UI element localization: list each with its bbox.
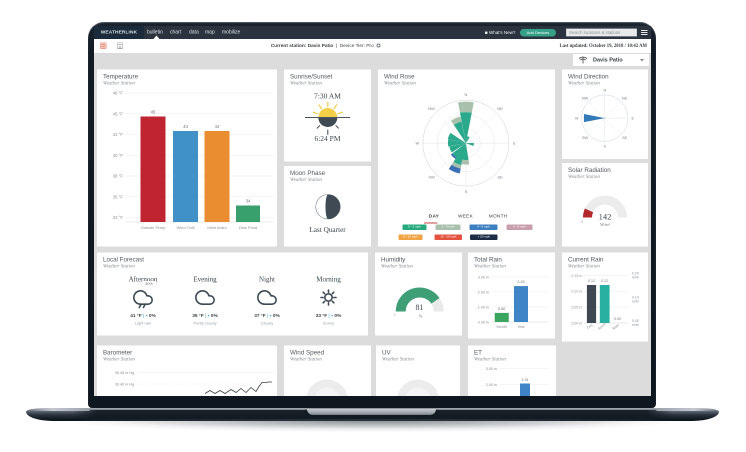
svg-text:3.00 in: 3.00 in — [478, 275, 489, 279]
svg-text:Year: Year — [517, 325, 525, 329]
svg-text:0.60: 0.60 — [498, 307, 505, 311]
svg-text:0: 0 — [581, 220, 583, 224]
svg-text:0.10 in: 0.10 in — [571, 290, 582, 294]
svg-text:%: % — [419, 314, 423, 319]
svg-text:Wind Chill: Wind Chill — [176, 225, 194, 230]
svg-text:E: E — [632, 116, 635, 120]
svg-text:30.40 in Hg: 30.40 in Hg — [115, 383, 134, 387]
svg-text:2.43: 2.43 — [517, 280, 524, 284]
svg-text:SW: SW — [428, 175, 435, 180]
svg-text:0.15 in: 0.15 in — [571, 274, 582, 278]
svg-text:in/hr: in/hr — [632, 276, 640, 280]
svg-text:Dew Point: Dew Point — [239, 225, 258, 230]
svg-text:81: 81 — [416, 303, 424, 312]
svg-text:W: W — [575, 116, 579, 120]
svg-text:48 °F: 48 °F — [113, 91, 124, 96]
svg-text:Rate: Rate — [612, 323, 620, 331]
svg-text:0.12: 0.12 — [601, 279, 608, 283]
svg-text:7:30 AM: 7:30 AM — [314, 92, 341, 101]
svg-text:S: S — [465, 189, 468, 194]
svg-text:NW: NW — [428, 106, 435, 111]
svg-text:0.00 in: 0.00 in — [571, 321, 582, 325]
svg-text:44: 44 — [215, 124, 220, 129]
svg-text:0: 0 — [394, 313, 396, 317]
svg-text:in/hr: in/hr — [632, 323, 640, 327]
svg-text:Day: Day — [586, 323, 594, 330]
svg-text:Storm: Storm — [597, 322, 607, 331]
svg-text:3.00 in: 3.00 in — [486, 367, 497, 371]
svg-text:33 °F: 33 °F — [113, 215, 124, 220]
svg-text:SE: SE — [622, 136, 628, 140]
svg-text:NW: NW — [582, 97, 589, 101]
svg-text:Month: Month — [497, 325, 507, 329]
svg-text:0.12: 0.12 — [588, 279, 595, 283]
svg-text:NE: NE — [497, 106, 503, 111]
svg-text:Outside Temp: Outside Temp — [141, 225, 166, 230]
svg-text:0.20: 0.20 — [632, 272, 639, 276]
svg-text:W: W — [416, 140, 420, 145]
svg-text:N: N — [464, 92, 467, 97]
svg-text:0.00: 0.00 — [632, 319, 639, 323]
svg-text:6:24 PM: 6:24 PM — [314, 134, 340, 143]
svg-text:0.00 in: 0.00 in — [478, 320, 489, 324]
svg-text:35 °F: 35 °F — [113, 194, 124, 199]
svg-text:SW: SW — [582, 136, 589, 140]
svg-text:2.00 in: 2.00 in — [478, 290, 489, 294]
svg-text:44: 44 — [183, 124, 188, 129]
svg-text:Heat Index: Heat Index — [207, 225, 226, 230]
svg-text:0.10: 0.10 — [632, 296, 639, 300]
svg-text:34: 34 — [246, 199, 251, 204]
svg-text:SE: SE — [498, 175, 504, 180]
svg-text:N: N — [603, 88, 606, 92]
svg-text:45: 45 — [151, 110, 156, 115]
svg-text:S: S — [604, 144, 607, 148]
svg-text:0.00: 0.00 — [614, 317, 621, 321]
svg-text:38 °F: 38 °F — [113, 174, 124, 179]
svg-text:Last Quarter: Last Quarter — [309, 226, 346, 234]
svg-text:2.00 in: 2.00 in — [486, 383, 497, 387]
svg-text:E: E — [513, 140, 516, 145]
svg-text:43 °F: 43 °F — [113, 132, 124, 137]
svg-text:W/m²: W/m² — [600, 222, 610, 227]
svg-text:30.45 in Hg: 30.45 in Hg — [115, 371, 134, 375]
svg-text:NE: NE — [622, 97, 628, 101]
svg-text:1.00 in: 1.00 in — [478, 305, 489, 309]
svg-text:40 °F: 40 °F — [113, 153, 124, 158]
svg-text:in/hr: in/hr — [632, 300, 640, 304]
svg-text:45 °F: 45 °F — [113, 111, 124, 116]
svg-text:2.31: 2.31 — [521, 378, 528, 382]
svg-text:142: 142 — [599, 212, 612, 222]
svg-text:0.05 in: 0.05 in — [571, 306, 582, 310]
